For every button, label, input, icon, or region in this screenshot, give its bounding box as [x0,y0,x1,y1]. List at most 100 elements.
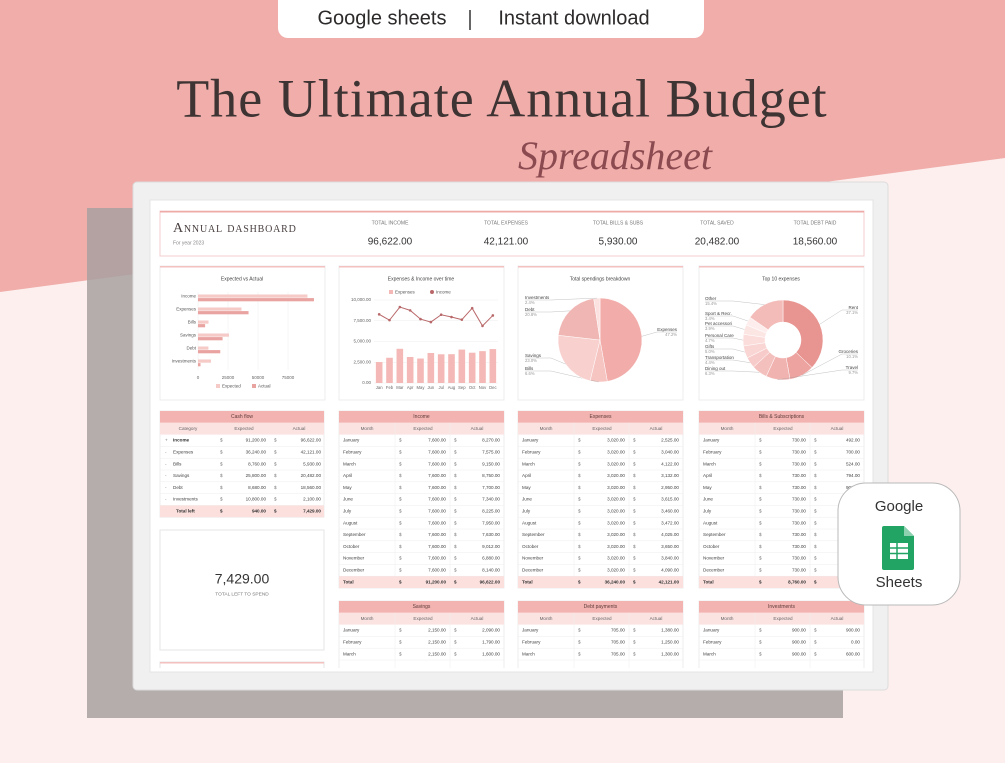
cell-value: 730.00 [792,497,806,502]
legend-label: Actual [258,384,271,389]
cell-value: 7,340.00 [482,497,500,502]
cell-value: 705.00 [611,628,625,633]
slice-label: Groceries [838,349,858,354]
cell-value: 730.00 [792,556,806,561]
cell-value: 524.00 [846,461,860,466]
bar [417,358,424,383]
row-sign: - [165,473,167,478]
currency: $ [814,485,817,490]
row-label: December [522,568,544,573]
bar [448,354,455,383]
slice-label: Bills [525,366,534,371]
kpi-label: TOTAL EXPENSES [484,220,528,226]
row-label: Investments [173,497,198,502]
row-label: October [522,544,539,549]
cell-value: 730.00 [792,485,806,490]
header-card [159,210,865,257]
table-title: Investments [768,604,795,610]
cell-value: 2,100.00 [303,497,321,502]
currency: $ [578,473,581,478]
row-label: July [703,509,712,514]
point [419,317,422,321]
slice-value: 6.6% [525,371,535,376]
row-label: November [703,556,725,561]
table-title: Cash flow [231,414,253,420]
currency: $ [814,532,817,537]
y-tick-label: Income [181,294,196,299]
cell-value: 2,150.00 [428,651,446,656]
cell-value: 0.00 [851,640,860,645]
legend-label: Expected [222,384,241,389]
cell-value: 8,750.00 [482,473,500,478]
currency: $ [454,640,457,645]
currency: $ [454,568,457,573]
column-header: Month [540,616,553,621]
kpi-value: 20,482.00 [695,237,740,248]
currency: $ [578,651,581,656]
legend-swatch [389,290,393,294]
currency: $ [454,544,457,549]
table-card [338,410,505,589]
column-header: Month [361,426,374,431]
card [159,265,326,401]
currency: $ [578,532,581,537]
row-label: January [522,628,539,633]
row-label: May [343,485,352,490]
point [460,318,464,321]
x-tick-label: Nov [479,385,487,390]
page-subtitle: Spreadsheet [518,133,713,178]
bar [437,354,445,383]
slice-label: Gifts [705,344,715,349]
cell-value: 3,020.00 [607,461,625,466]
cell-value: 705.00 [611,640,625,645]
currency: $ [274,497,277,502]
chart-title: Top 10 expenses [762,276,800,282]
currency: $ [274,461,277,466]
currency: $ [454,556,457,561]
row-label: April [343,473,352,478]
cell-value: 730.00 [792,473,806,478]
currency: $ [633,461,636,466]
table-column-bar [699,422,864,435]
leader-line [705,325,745,330]
leader-line [705,348,745,353]
x-tick-label: 75000 [282,375,295,380]
cell-value: 3,020.00 [607,473,625,478]
total-value: 42,121.00 [659,579,680,584]
row-label: March [703,651,716,656]
row-label: March [343,461,356,466]
row-label: August [522,520,537,525]
currency: $ [399,485,402,490]
currency: $ [399,532,402,537]
slice-label: Investments [525,295,550,300]
x-tick-label: 50000 [252,375,265,380]
bar [198,311,249,315]
cell-value: 794.00 [846,473,860,478]
cell-value: 3,020.00 [607,438,625,443]
legend-swatch [216,384,220,388]
currency: $ [454,520,457,525]
cell-value: 3,460.00 [661,509,679,514]
cell-value: 8,270.00 [482,438,500,443]
point [450,315,453,319]
point [388,318,391,322]
total-row [699,576,864,588]
sheets-icon-grid [890,543,908,559]
cell-value: 96,622.00 [301,438,322,443]
cell-value: 8,225.00 [482,509,500,514]
currency: $ [578,556,581,561]
bar [468,352,476,383]
bar [375,362,383,383]
x-tick-label: 0 [197,375,200,380]
total-label: Total [522,579,533,584]
column-header: Actual [471,426,484,431]
currency: $ [814,509,817,514]
bar [198,324,206,328]
currency: $ [399,556,402,561]
x-tick-label: Oct [469,385,476,390]
currency: $ [454,473,457,478]
currency: $ [578,497,581,502]
slice-label: Expenses [657,327,678,332]
kpi-value: 5,930.00 [599,237,638,248]
cell-value: 3,020.00 [607,450,625,455]
